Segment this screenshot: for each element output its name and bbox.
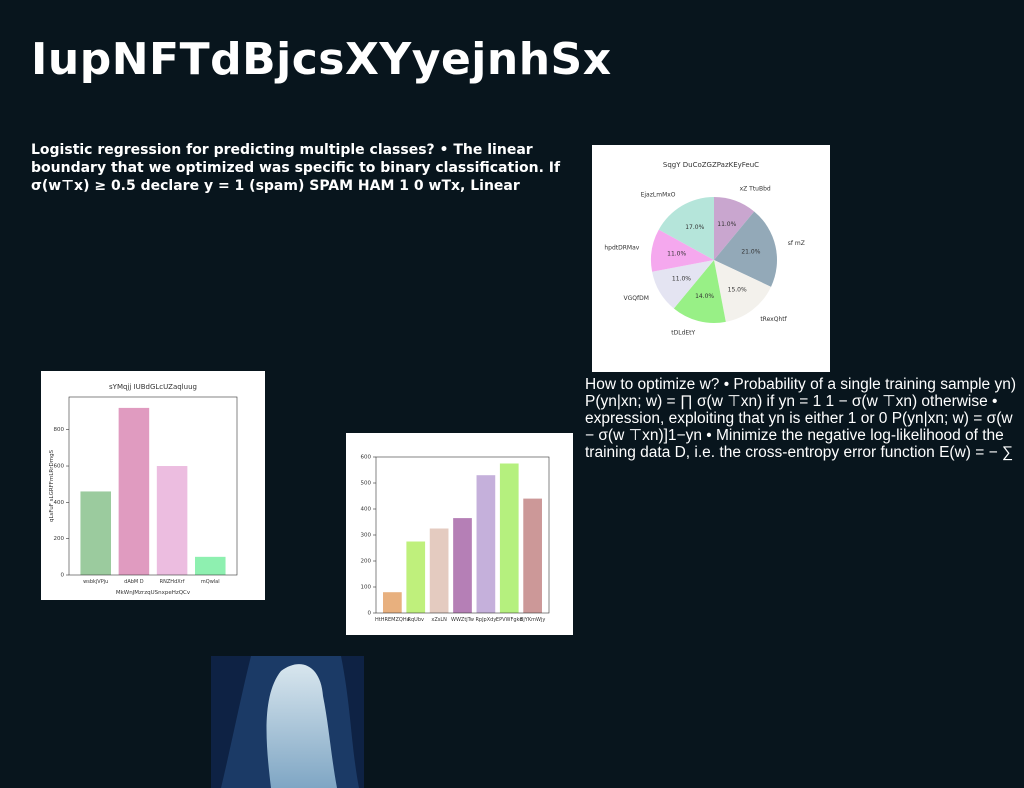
chart-title: SqgY DuCoZGZPazKEyFeuC: [663, 161, 759, 169]
slice-label: VGQfDM: [624, 295, 649, 302]
pie-chart: SqgY DuCoZGZPazKEyFeuC xZ TtuBbd 11.0% sf m…: [592, 145, 830, 372]
x-tick-label: EPVWFgkd: [496, 617, 523, 623]
y-tick-label: 600: [54, 464, 65, 470]
x-tick-label: RqUbv: [408, 617, 424, 623]
y-tick-label: 200: [361, 559, 372, 565]
bar: [499, 463, 519, 613]
x-tick-label: RpJpXdy: [475, 617, 496, 623]
bar: [80, 491, 111, 575]
bar: [476, 475, 496, 613]
paragraph: Logistic regression for predicting multi…: [31, 142, 561, 194]
plot-frame: [68, 396, 238, 576]
value-label: 17.0%: [685, 224, 704, 231]
bar: [383, 592, 402, 613]
y-tick-label: 100: [361, 585, 372, 591]
bar: [118, 407, 150, 575]
x-tick-label: BjYKmWjy: [520, 617, 545, 623]
value-label: 15.0%: [728, 286, 747, 293]
y-tick-label: 200: [54, 536, 65, 542]
x-tick-label: RNZHdXrf: [160, 579, 185, 585]
pie-slice: [714, 197, 755, 260]
bar: [406, 541, 426, 613]
pie-slice: [673, 260, 726, 323]
photo: [211, 656, 364, 788]
slice-label: sf mZ: [788, 240, 805, 247]
pie-slice: [714, 260, 772, 322]
slice-label: tRexQhtf: [760, 316, 787, 323]
bar: [453, 518, 472, 613]
x-axis-label: MkWnJMzrzqUSnxpeHzQCv: [116, 590, 191, 596]
x-tick-label: xZsLN: [431, 617, 447, 623]
y-tick-label: 400: [361, 507, 372, 513]
y-tick-label: 300: [361, 533, 372, 539]
x-tick-label: WWZtjTw: [451, 617, 474, 623]
x-tick-label: HtHREMZQHa: [375, 617, 410, 623]
slice-label: hpdtDRMav: [604, 245, 639, 252]
x-tick-label: dAbM D: [124, 579, 144, 585]
paragraph: How to optimize w? • Probability of a si…: [585, 376, 1017, 461]
x-tick-label: mQwlal: [201, 579, 220, 585]
bar: [156, 466, 188, 575]
bar: [195, 556, 226, 575]
bar: [429, 528, 449, 613]
value-label: 11.0%: [717, 221, 736, 228]
value-label: 11.0%: [672, 276, 691, 283]
y-tick-label: 500: [361, 481, 372, 487]
pie-slice: [658, 197, 714, 260]
pie-slice: [651, 229, 714, 272]
bar-chart: sYMqjj IUBdGLcUZaqluug MkWnJMzrzqUSnxpeHz…: [41, 371, 265, 600]
y-tick-label: 0: [61, 573, 65, 579]
slice-label: xZ TtuBbd: [740, 185, 771, 192]
pie-slice: [652, 260, 714, 309]
chart-title: sYMqjj IUBdGLcUZaqluug: [109, 383, 197, 391]
title: IupNFTdBjcsXYyejnhSx: [31, 34, 612, 85]
y-tick-label: 800: [54, 427, 65, 433]
value-label: 11.0%: [667, 251, 686, 258]
plot-frame: [375, 456, 550, 614]
y-tick-label: 400: [54, 500, 65, 506]
y-axis-label: qLsFuF sLGRFFmLRrDmgS: [49, 449, 55, 522]
value-label: 14.0%: [695, 293, 714, 300]
slice-label: tDLdEtY: [671, 330, 695, 337]
pie-slice: [714, 211, 777, 287]
value-label: 21.0%: [741, 248, 760, 255]
x-tick-label: wsbkjVPju: [83, 579, 108, 585]
y-tick-label: 0: [368, 611, 372, 617]
y-tick-label: 600: [361, 455, 372, 461]
bar: [523, 498, 542, 613]
slice-label: EjazLmMxO: [641, 191, 676, 198]
